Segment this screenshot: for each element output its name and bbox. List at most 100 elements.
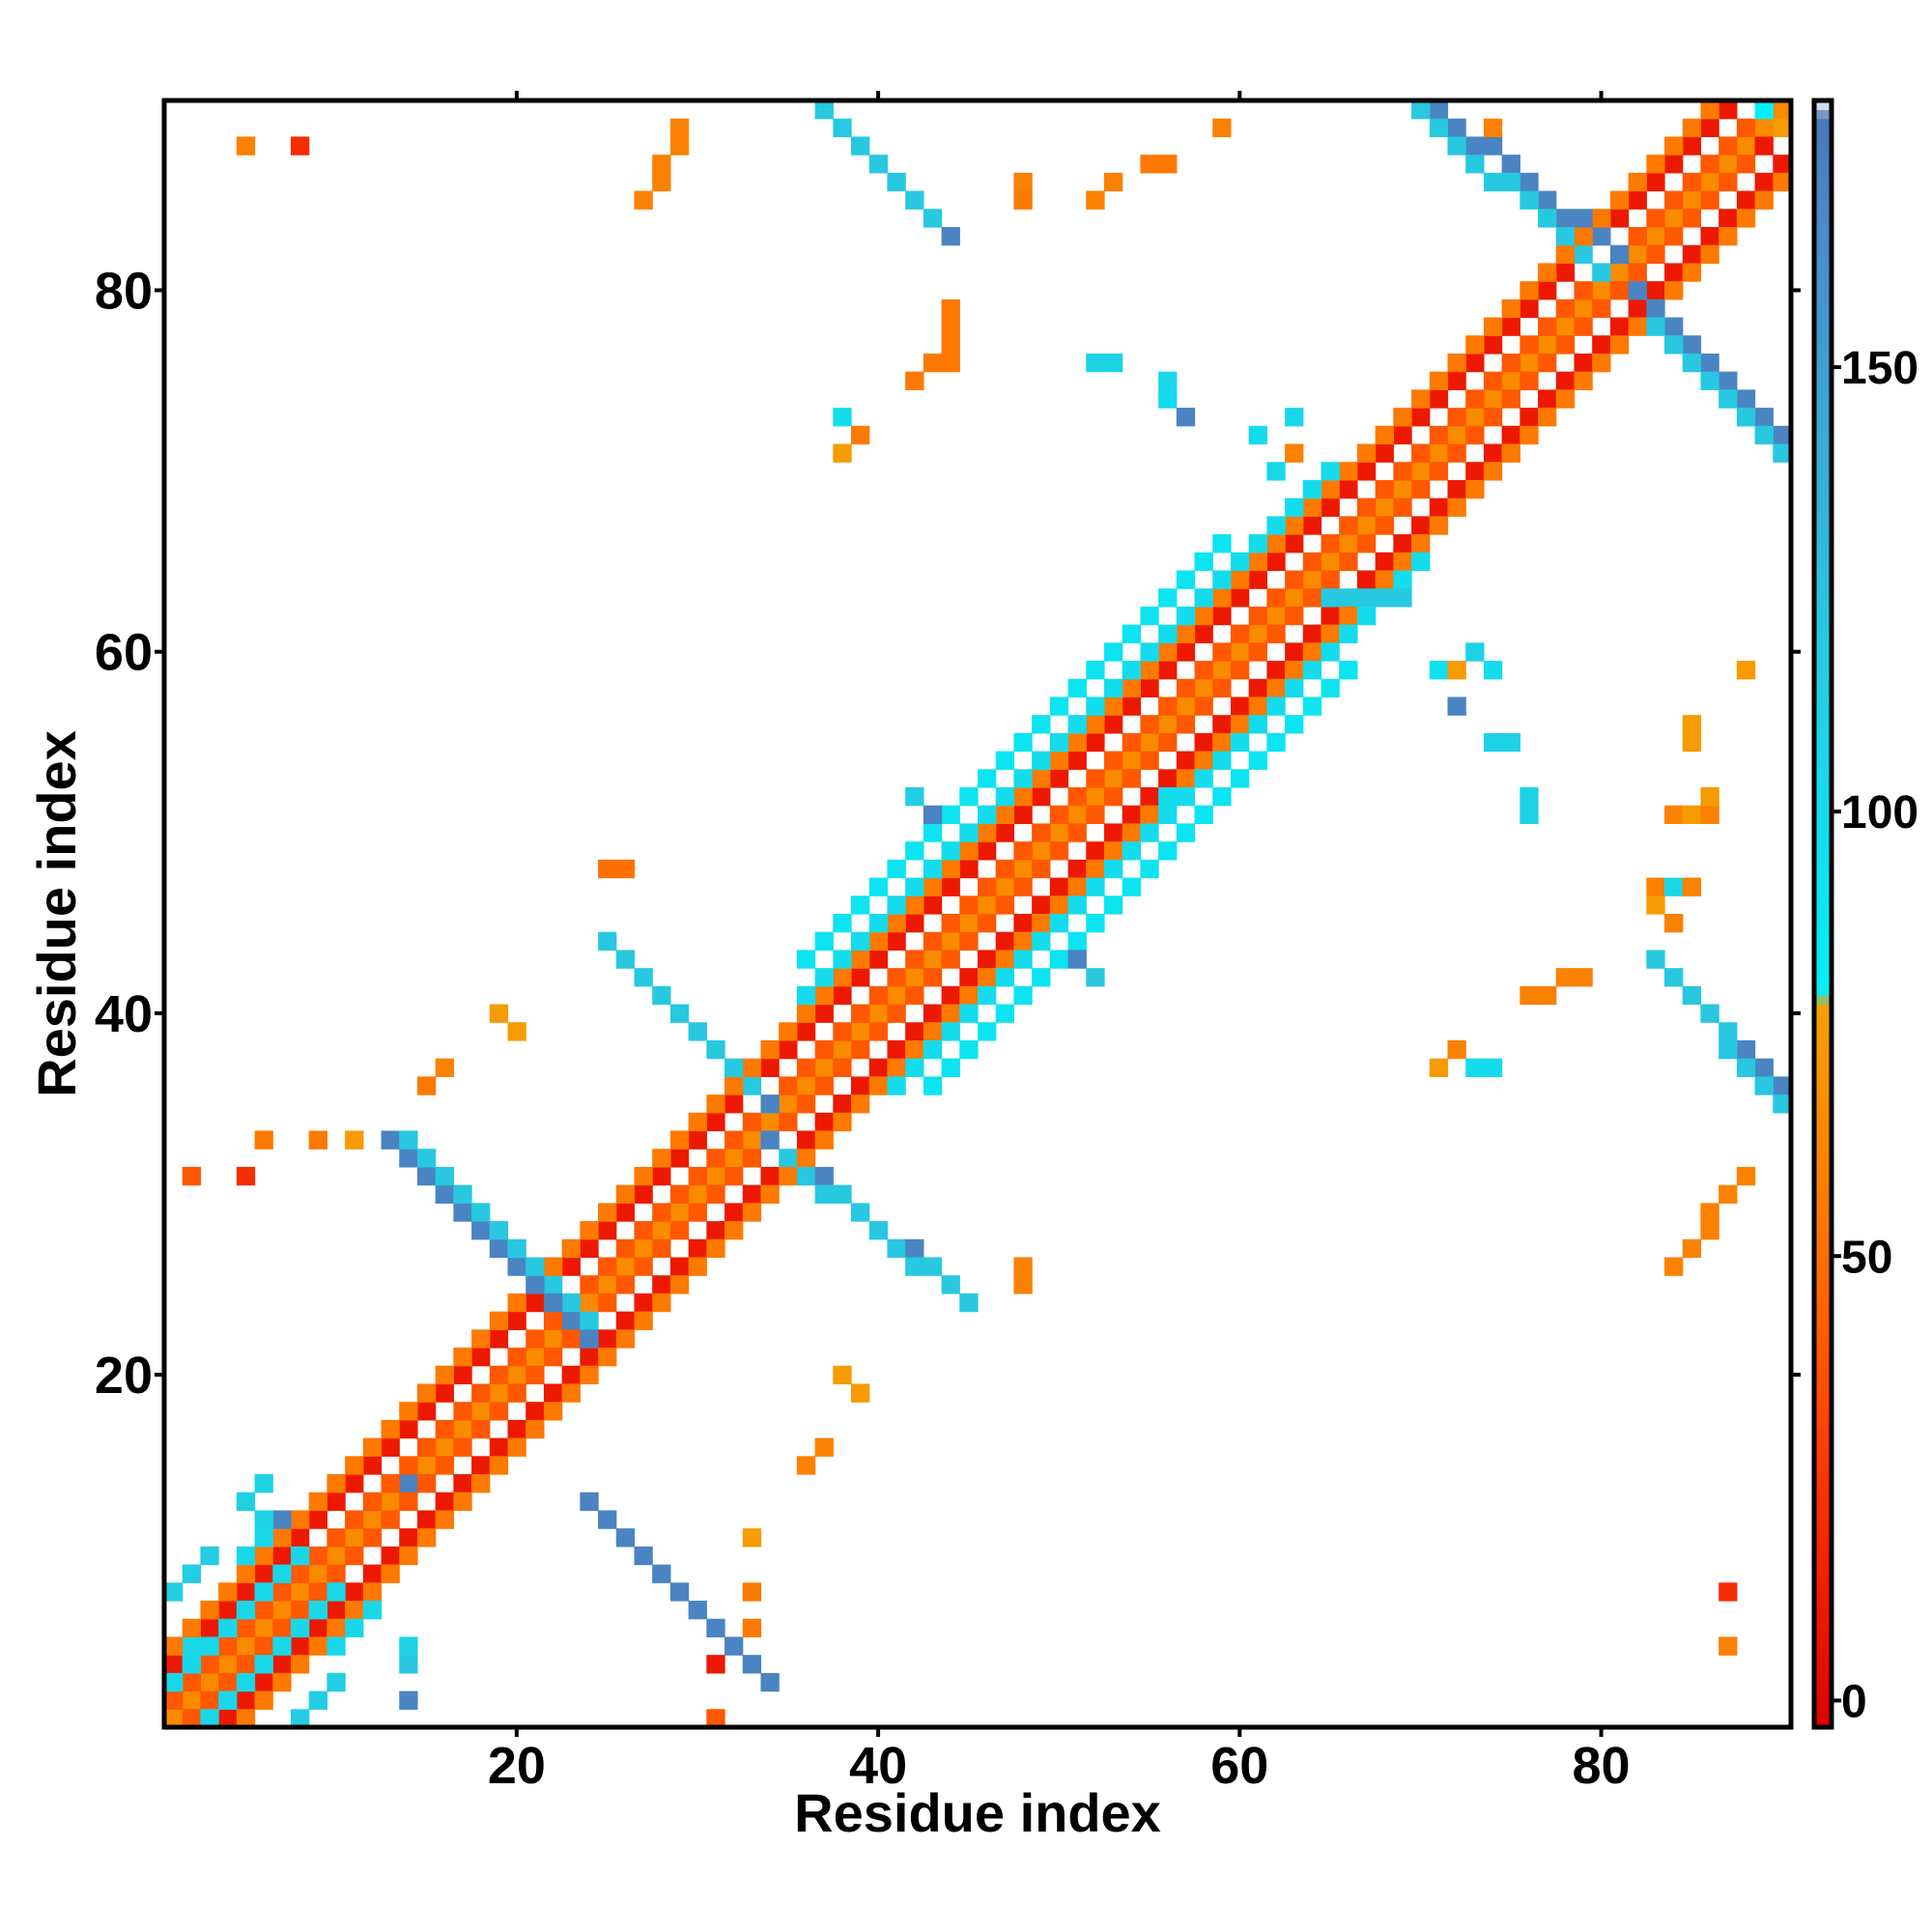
heatmap-cell [1520, 408, 1539, 427]
heatmap-cell [1501, 425, 1520, 445]
colorbar-segment [1816, 1157, 1830, 1168]
heatmap-cell [1176, 715, 1196, 734]
colorbar-segment [1816, 281, 1830, 292]
heatmap-cell [1754, 172, 1774, 192]
heatmap-cell [345, 1601, 364, 1620]
heatmap-cell [978, 823, 997, 842]
heatmap-cell [1375, 516, 1394, 535]
heatmap-cell [1266, 696, 1286, 716]
heatmap-cell [1719, 172, 1738, 192]
heatmap-cell [1158, 624, 1178, 643]
colorbar-segment [1816, 1194, 1830, 1204]
heatmap-cell [381, 1437, 400, 1457]
heatmap-cell [959, 787, 979, 807]
heatmap-cell [1103, 678, 1123, 698]
heatmap-cell [851, 1039, 870, 1060]
heatmap-cell [1140, 859, 1159, 879]
heatmap-cell [1700, 118, 1719, 138]
colorbar-segment [1816, 1238, 1830, 1249]
heatmap-cell [688, 1022, 707, 1041]
heatmap-cell [1140, 642, 1159, 662]
heatmap-cell [905, 1257, 924, 1276]
heatmap-cell [1483, 408, 1503, 427]
heatmap-cell [1230, 769, 1250, 788]
colorbar-segment [1816, 1483, 1830, 1493]
heatmap-cell [833, 914, 852, 933]
heatmap-cell [598, 931, 617, 952]
heatmap-cell [1140, 678, 1159, 698]
colorbar-segment [1816, 1356, 1830, 1367]
heatmap-cell [1212, 732, 1232, 753]
heatmap-cell [1538, 353, 1557, 373]
colorbar-segment [1816, 796, 1830, 807]
heatmap-cell [471, 1329, 491, 1349]
heatmap-cell [236, 1492, 256, 1512]
heatmap-cell [905, 787, 924, 807]
heatmap-cell [598, 859, 617, 879]
heatmap-cell [598, 1221, 617, 1240]
heatmap-cell [453, 1419, 472, 1439]
heatmap-cell [833, 443, 852, 463]
heatmap-cell [1285, 715, 1304, 734]
heatmap-cells [164, 100, 1792, 1728]
y-tick-label: 40 [95, 985, 153, 1043]
heatmap-cell [1067, 823, 1087, 842]
colorbar-segment [1816, 1437, 1830, 1448]
colorbar-segment [1816, 661, 1830, 670]
heatmap-cell [543, 1329, 563, 1349]
heatmap-cell [435, 1058, 454, 1077]
heatmap-cell [978, 985, 997, 1006]
colorbar-segment [1816, 1122, 1830, 1132]
colorbar-segment [1816, 1293, 1830, 1303]
heatmap-cell [706, 1709, 725, 1728]
heatmap-cell [1520, 985, 1539, 1006]
heatmap-cell [1682, 335, 1702, 355]
colorbar-segment [1816, 977, 1830, 987]
heatmap-cell [1067, 787, 1087, 807]
colorbar-segment [1816, 606, 1830, 616]
heatmap-cell [923, 805, 943, 825]
heatmap-cell [833, 1184, 852, 1204]
heatmap-cell [290, 1709, 310, 1728]
heatmap-cell [941, 841, 960, 861]
heatmap-cell [218, 1618, 238, 1638]
colorbar-segment [1816, 435, 1830, 445]
heatmap-cell [1122, 877, 1141, 896]
heatmap-cell [669, 1275, 690, 1294]
heatmap-cell [1086, 353, 1105, 373]
heatmap-cell [327, 1672, 346, 1692]
heatmap-cell [1773, 1076, 1792, 1095]
heatmap-cell [1122, 805, 1141, 825]
heatmap-cell [598, 1275, 617, 1294]
colorbar-segment [1816, 290, 1830, 300]
heatmap-cell [615, 859, 636, 879]
heatmap-cell [1049, 823, 1069, 842]
heatmap-cell [1483, 371, 1503, 390]
colorbar-segment [1816, 470, 1830, 481]
heatmap-cell [851, 1203, 870, 1222]
heatmap-cell [1212, 751, 1232, 770]
heatmap-cell [1501, 172, 1520, 192]
heatmap-cell [1429, 118, 1449, 138]
heatmap-cell [1375, 570, 1394, 589]
heatmap-cell [1067, 732, 1087, 753]
heatmap-cell [1086, 661, 1105, 680]
colorbar-segment [1816, 1609, 1830, 1620]
heatmap-cell [1285, 570, 1304, 589]
heatmap-cell [923, 1076, 943, 1095]
heatmap-cell [1574, 353, 1593, 373]
heatmap-cell [1700, 244, 1719, 264]
heatmap-cell [381, 1492, 400, 1512]
heatmap-cell [290, 136, 310, 156]
heatmap-cell [669, 1257, 690, 1276]
colorbar-tick-label: 150 [1841, 343, 1918, 394]
heatmap-cell [615, 1184, 636, 1204]
heatmap-cell [1664, 190, 1684, 210]
heatmap-cell [362, 1456, 383, 1475]
heatmap-cell [1212, 118, 1232, 138]
colorbar [1811, 98, 1834, 1730]
colorbar-segment [1816, 633, 1830, 643]
heatmap-cell [1067, 805, 1087, 825]
heatmap-cell [1520, 335, 1539, 355]
heatmap-cell [833, 968, 852, 987]
